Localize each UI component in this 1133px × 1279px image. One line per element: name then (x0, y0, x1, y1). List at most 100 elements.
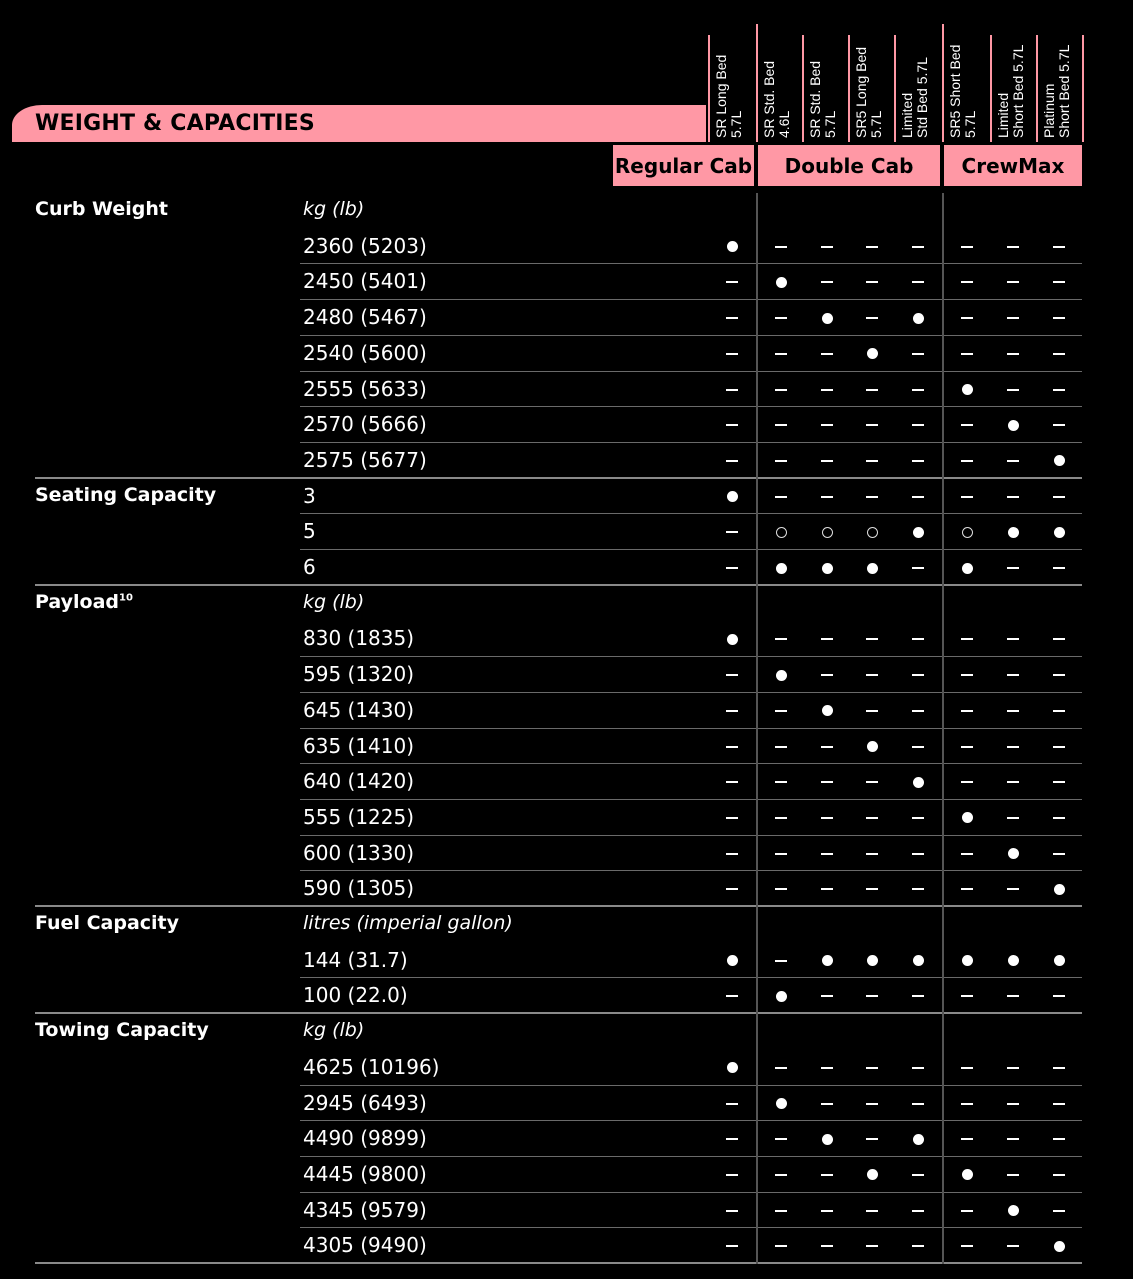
availability-cell (1049, 308, 1069, 328)
not-available-dash-icon (961, 352, 973, 355)
not-available-dash-icon (866, 781, 878, 784)
availability-cell (722, 558, 742, 578)
standard-dot-icon (912, 526, 924, 538)
not-available-dash-icon (821, 352, 833, 355)
row-divider (300, 370, 1082, 372)
availability-cell (957, 272, 977, 292)
not-available-dash-icon (726, 1173, 738, 1176)
trim-label: Limited Std Bed 5.7L (899, 57, 930, 138)
not-available-dash-icon (912, 459, 924, 462)
availability-cell (817, 1094, 837, 1114)
not-available-dash-icon (821, 816, 833, 819)
row-divider (300, 656, 1082, 658)
availability-cell (908, 986, 928, 1006)
not-available-dash-icon (961, 781, 973, 784)
availability-cell (957, 879, 977, 899)
availability-cell (1003, 665, 1023, 685)
not-available-dash-icon (775, 816, 787, 819)
section-divider (35, 583, 1082, 586)
availability-cell (722, 986, 742, 1006)
availability-cell (1049, 1058, 1069, 1078)
availability-cell (817, 487, 837, 507)
spec-value: 2945 (6493) (303, 1090, 427, 1115)
standard-dot-icon (1007, 1205, 1019, 1217)
not-available-dash-icon (912, 567, 924, 569)
not-available-dash-icon (726, 674, 738, 677)
not-available-dash-icon (775, 388, 787, 391)
not-available-dash-icon (726, 281, 738, 284)
not-available-dash-icon (821, 495, 833, 498)
availability-cell (862, 879, 882, 899)
availability-cell (771, 558, 791, 578)
standard-dot-icon (866, 741, 878, 752)
table-bottom-rule (35, 1262, 1082, 1264)
availability-cell (771, 665, 791, 685)
not-available-dash-icon (866, 281, 878, 284)
not-available-dash-icon (821, 1066, 833, 1069)
not-available-dash-icon (961, 745, 973, 748)
availability-cell (771, 344, 791, 364)
availability-cell (957, 522, 977, 542)
availability-cell (817, 1236, 837, 1256)
availability-cell (1003, 344, 1023, 364)
not-available-dash-icon (1053, 352, 1065, 355)
availability-cell (908, 808, 928, 828)
spec-value: 595 (1320) (303, 662, 415, 687)
availability-cell (771, 380, 791, 400)
row-divider (300, 834, 1082, 836)
trim-label: SR5 Long Bed 5.7L (853, 46, 884, 138)
not-available-dash-icon (866, 459, 878, 462)
availability-cell (722, 1165, 742, 1185)
availability-cell (722, 701, 742, 721)
not-available-dash-icon (775, 1173, 787, 1176)
availability-cell (1003, 451, 1023, 471)
availability-cell (1003, 308, 1023, 328)
availability-cell (722, 415, 742, 435)
availability-cell (1049, 451, 1069, 471)
availability-cell (817, 951, 837, 971)
availability-cell (908, 558, 928, 578)
optional-circle-icon (775, 526, 787, 538)
availability-cell (862, 1094, 882, 1114)
not-available-dash-icon (821, 745, 833, 748)
row-divider (300, 441, 1082, 443)
optional-circle-icon (821, 526, 833, 538)
row-divider (300, 299, 1082, 301)
category-label: Curb Weight (35, 198, 168, 220)
availability-cell (862, 344, 882, 364)
unit-label: kg (lb) (303, 198, 365, 220)
standard-dot-icon (1053, 883, 1065, 895)
standard-dot-icon (912, 955, 924, 967)
availability-cell (771, 451, 791, 471)
availability-cell (957, 380, 977, 400)
not-available-dash-icon (821, 281, 833, 284)
standard-dot-icon (866, 1169, 878, 1181)
availability-cell (908, 1165, 928, 1185)
availability-cell (908, 415, 928, 435)
availability-cell (908, 308, 928, 328)
availability-cell (1003, 808, 1023, 828)
not-available-dash-icon (726, 424, 738, 427)
standard-dot-icon (726, 955, 738, 967)
standard-dot-icon (775, 562, 787, 574)
availability-cell (771, 629, 791, 649)
availability-cell (817, 1165, 837, 1185)
not-available-dash-icon (726, 888, 738, 891)
not-available-dash-icon (912, 281, 924, 284)
not-available-dash-icon (775, 245, 787, 248)
not-available-dash-icon (1007, 674, 1019, 677)
availability-cell (771, 879, 791, 899)
availability-cell (771, 237, 791, 257)
not-available-dash-icon (726, 531, 738, 534)
not-available-dash-icon (912, 638, 924, 641)
availability-cell (1003, 487, 1023, 507)
availability-cell (957, 986, 977, 1006)
standard-dot-icon (1053, 526, 1065, 538)
not-available-dash-icon (866, 495, 878, 498)
not-available-dash-icon (775, 317, 787, 320)
availability-cell (1049, 415, 1069, 435)
standard-dot-icon (726, 1062, 738, 1074)
spec-value: 555 (1225) (303, 804, 415, 829)
availability-cell (1003, 772, 1023, 792)
availability-cell (957, 701, 977, 721)
